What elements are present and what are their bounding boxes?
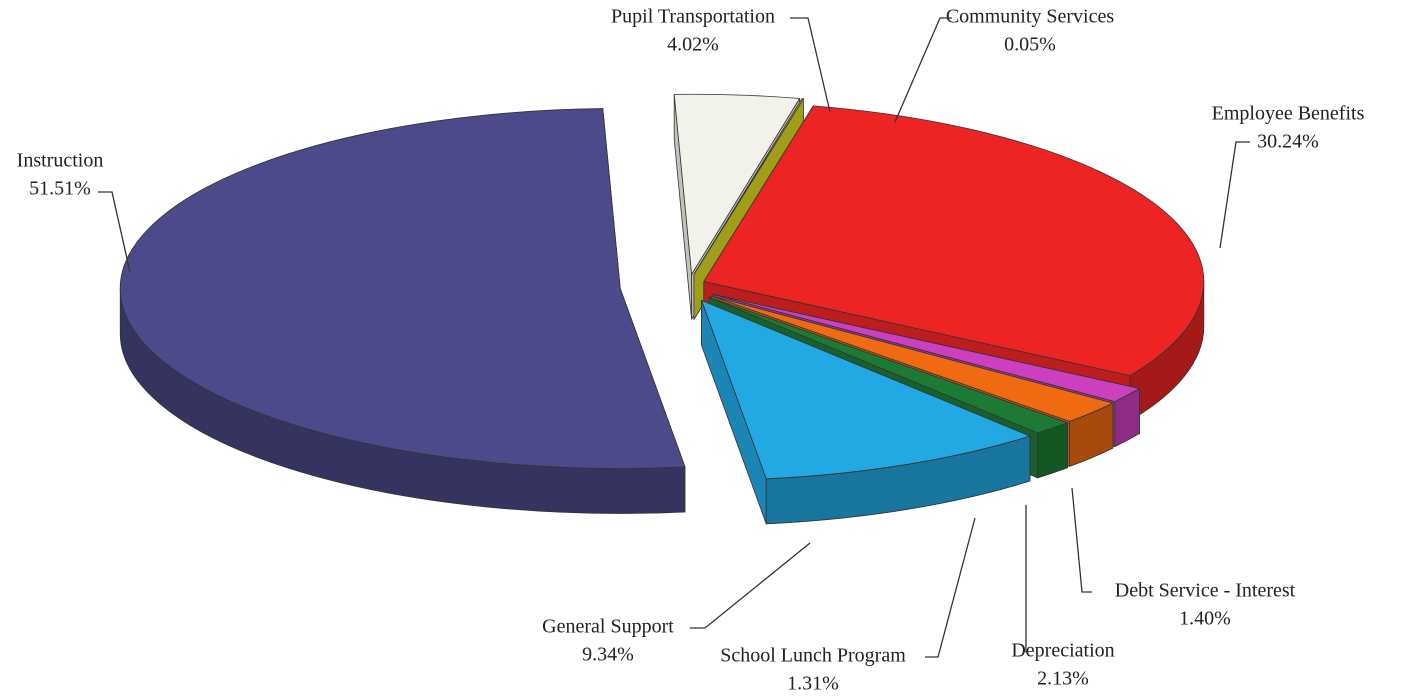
slice (693, 98, 804, 275)
labels: Pupil Transportation 4.02% Community Servi… (17, 6, 1365, 695)
slice (708, 296, 1068, 434)
slice-value-label: 1.31% (787, 673, 839, 695)
slice-label: Community Services (946, 6, 1115, 28)
leader-line (1071, 487, 1092, 593)
slice (712, 294, 1140, 403)
slice (119, 108, 686, 469)
slice (673, 93, 801, 275)
slice-label: Depreciation (1011, 640, 1114, 662)
slice (701, 299, 1031, 480)
slice-label: Employee Benefits (1212, 103, 1365, 125)
slice (703, 105, 1205, 376)
slice-label: Debt Service - Interest (1115, 580, 1296, 602)
leader-line (1219, 141, 1250, 249)
leader-line (925, 517, 976, 658)
slice-label: Instruction (17, 150, 104, 172)
leader-line (690, 542, 811, 629)
leader-line (790, 17, 831, 113)
slice-label: General Support (542, 616, 674, 638)
slice-value-label: 0.05% (1004, 34, 1056, 56)
slice-value-label: 4.02% (667, 34, 719, 56)
slice-label: School Lunch Program (720, 645, 906, 667)
pie (119, 93, 1205, 525)
leader-line (1025, 505, 1028, 653)
leader-line (894, 17, 952, 123)
slice-value-label: 30.24% (1257, 131, 1319, 153)
slice-value-label: 2.13% (1037, 668, 1089, 690)
slice-value-label: 51.51% (29, 178, 91, 200)
slice-value-label: 1.40% (1179, 608, 1231, 630)
slice-label: Pupil Transportation (611, 6, 775, 28)
slice (710, 295, 1114, 422)
slice-value-label: 9.34% (582, 644, 634, 666)
leader-line (98, 191, 131, 273)
